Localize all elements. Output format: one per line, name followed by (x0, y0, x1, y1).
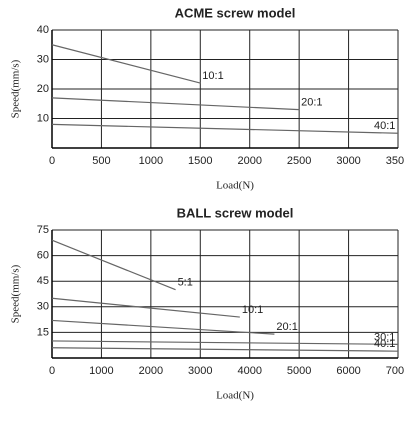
data-line (51, 347, 399, 352)
y-tick-label: 30 (37, 53, 49, 65)
data-line (51, 97, 300, 111)
data-line (51, 44, 201, 84)
x-tick-label: 3000 (336, 155, 360, 167)
chart-title: BALL screw model (177, 205, 294, 220)
x-tick-label: 2000 (237, 155, 261, 167)
data-line (51, 239, 176, 291)
x-tick-label: 500 (92, 155, 110, 167)
series-label: 30:1 (374, 331, 395, 343)
x-tick-label: 4000 (237, 365, 261, 377)
y-tick-label: 10 (37, 112, 49, 124)
x-tick-label: 2000 (139, 365, 163, 377)
y-tick-label: 20 (37, 83, 49, 95)
y-tick-label: 45 (37, 275, 49, 287)
y-tick-label: 30 (37, 301, 49, 313)
x-tick-label: 7000 (386, 365, 404, 377)
x-tick-label: 1500 (188, 155, 212, 167)
x-tick-label: 6000 (336, 365, 360, 377)
y-axis-label: Speed(mm/s) (10, 264, 22, 323)
data-line (51, 297, 240, 318)
x-axis-label: Load(N) (216, 180, 254, 192)
x-tick-label: 2500 (287, 155, 311, 167)
x-axis-label: Load(N) (216, 390, 254, 402)
chart-title: ACME screw model (175, 5, 296, 20)
series-label: 20:1 (301, 97, 322, 109)
series-label: 10:1 (202, 70, 223, 82)
series-label: 20:1 (276, 321, 297, 333)
x-tick-label: 0 (49, 365, 55, 377)
y-tick-label: 40 (37, 24, 49, 36)
data-line (51, 123, 399, 134)
x-tick-label: 1000 (139, 155, 163, 167)
series-label: 40:1 (374, 120, 395, 132)
x-tick-label: 1000 (89, 365, 113, 377)
y-tick-label: 15 (37, 326, 49, 338)
data-line (51, 340, 399, 345)
y-axis-label: Speed(mm/s) (10, 59, 22, 118)
x-tick-label: 5000 (287, 365, 311, 377)
x-tick-label: 3500 (386, 155, 404, 167)
series-label: 5:1 (178, 277, 193, 289)
data-line (51, 319, 275, 335)
x-tick-label: 0 (49, 155, 55, 167)
x-tick-label: 3000 (188, 365, 212, 377)
y-tick-label: 75 (37, 224, 49, 236)
y-tick-label: 60 (37, 250, 49, 262)
series-label: 40:1 (374, 338, 395, 350)
series-label: 10:1 (242, 304, 263, 316)
